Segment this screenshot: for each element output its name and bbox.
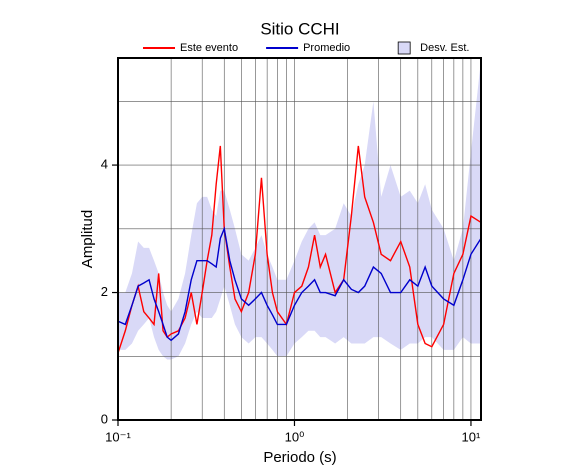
legend-label: Promedio: [303, 42, 350, 54]
legend-label: Desv. Est.: [420, 42, 469, 54]
legend-swatch: [397, 41, 411, 55]
std-band: [118, 59, 481, 360]
y-tick-label: 2: [101, 284, 108, 299]
y-axis-label: Amplitud: [79, 210, 96, 268]
series-line: [117, 226, 482, 342]
legend-label: Este evento: [180, 42, 238, 54]
x-tick-label: 10¹: [462, 429, 481, 444]
x-tick-label: 10⁰: [285, 429, 305, 444]
chart-title: Sitio CCHI: [260, 19, 339, 38]
plot-frame: [117, 57, 482, 421]
x-tick-label: 10⁻¹: [105, 429, 131, 444]
y-tick-label: 4: [101, 157, 108, 172]
y-tick-label: 0: [101, 411, 108, 426]
x-axis-label: Periodo (s): [263, 449, 336, 466]
